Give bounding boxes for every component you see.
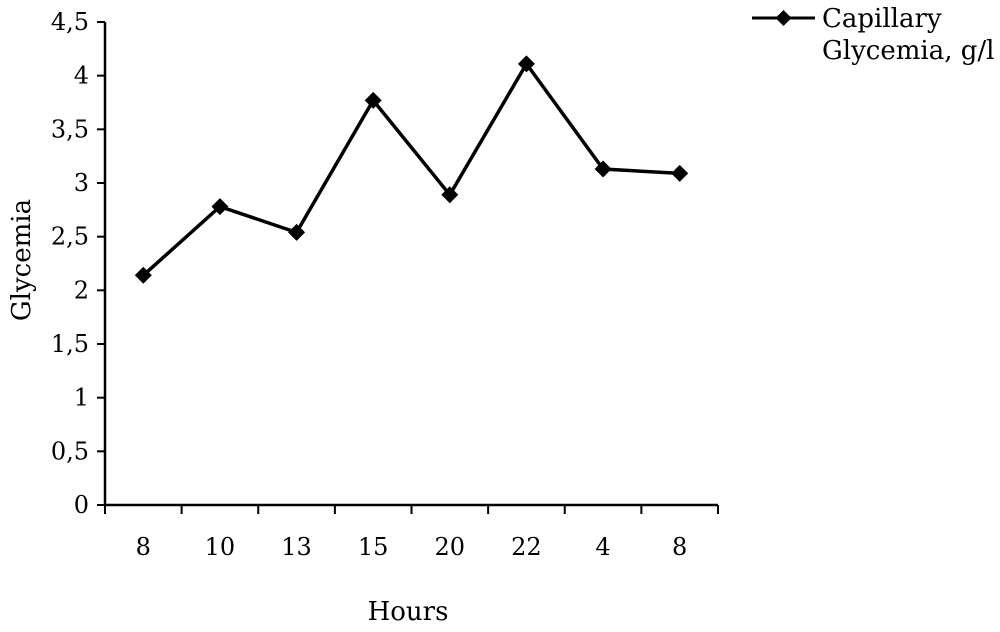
x-axis-ticks: 8 10 13 15 20 22 4 8 <box>104 505 719 561</box>
y-tick-label: 2,5 <box>51 223 89 251</box>
y-tick-label: 0 <box>74 491 89 519</box>
x-tick-label: 10 <box>205 533 236 561</box>
axes <box>103 22 718 507</box>
y-tick-label: 4,5 <box>51 8 89 36</box>
series-line <box>142 60 680 277</box>
x-axis-title: Hours <box>368 597 449 627</box>
y-axis-ticks: 0 0,5 1 1,5 2 2,5 3 3,5 4 4,5 <box>51 8 105 519</box>
y-tick-label: 2 <box>74 276 89 304</box>
y-tick-label: 1 <box>74 384 89 412</box>
y-axis-title: Glycemia <box>7 199 37 321</box>
data-point-marker <box>517 55 535 73</box>
series-capillary-glycemia <box>134 55 689 284</box>
y-tick-label: 4 <box>74 62 89 90</box>
data-point-marker <box>134 266 152 284</box>
y-tick-label: 3,5 <box>51 115 89 143</box>
data-point-marker <box>288 223 306 241</box>
y-tick-label: 1,5 <box>51 330 89 358</box>
legend-diamond-marker <box>775 10 792 26</box>
x-tick-label: 13 <box>281 533 312 561</box>
x-tick-label: 22 <box>511 533 542 561</box>
x-tick-label: 20 <box>435 533 466 561</box>
y-tick-label: 0,5 <box>51 437 89 465</box>
data-point-marker <box>364 91 382 109</box>
legend: Capillary Glycemia, g/l <box>752 4 994 66</box>
x-tick-label: 8 <box>672 533 687 561</box>
legend-label-line-1: Capillary <box>822 4 942 34</box>
data-point-marker <box>211 198 229 216</box>
x-tick-label: 15 <box>358 533 389 561</box>
x-tick-label: 4 <box>595 533 610 561</box>
y-tick-label: 3 <box>74 169 89 197</box>
data-point-marker <box>441 186 459 204</box>
x-tick-label: 8 <box>136 533 151 561</box>
data-point-marker <box>671 164 689 182</box>
data-point-marker <box>594 160 612 178</box>
legend-label-line-2: Glycemia, g/l <box>822 36 994 66</box>
